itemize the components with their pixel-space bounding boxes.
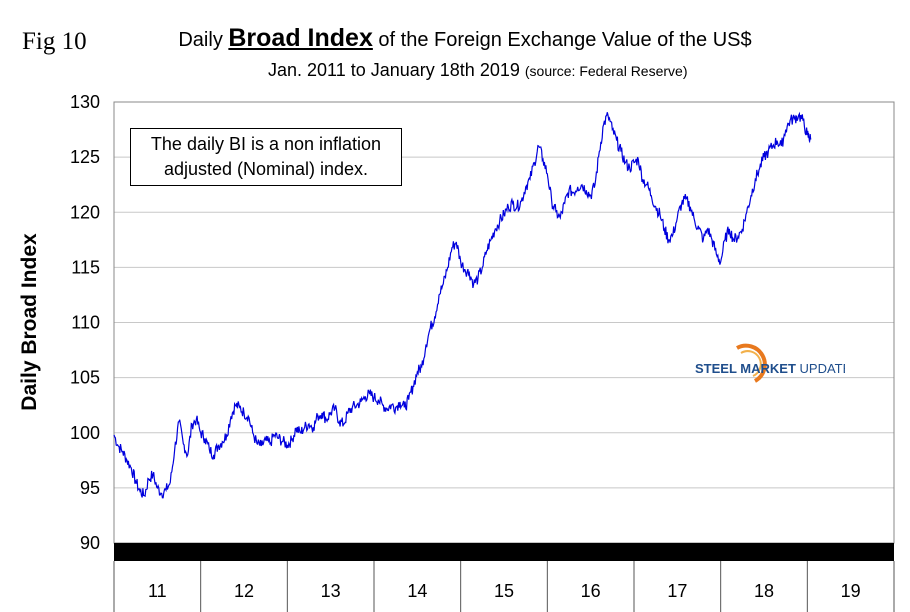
title-emphasis: Broad Index: [228, 24, 373, 52]
x-tick-label-13: 13: [321, 581, 341, 601]
annotation-line-2: adjusted (Nominal) index.: [163, 159, 369, 179]
y-tick-label-125: 125: [70, 147, 100, 167]
chart-title: Daily Broad Index of the Foreign Exchang…: [0, 24, 910, 53]
y-tick-label-100: 100: [70, 423, 100, 443]
title-suffix: of the Foreign Exchange Value of the US$: [372, 29, 752, 51]
x-tick-label-17: 17: [667, 581, 687, 601]
logo-word-steel: STEEL: [695, 361, 737, 376]
y-tick-label-90: 90: [80, 533, 100, 553]
x-tick-label-12: 12: [234, 581, 254, 601]
logo-swoosh-inner-icon: [740, 350, 762, 377]
x-tick-label-11: 11: [148, 581, 167, 601]
y-tick-labels: 90 95 100 105 110 115 120 125 130: [70, 92, 100, 553]
logo-swoosh-icon: [736, 343, 767, 383]
x-tick-labels: 11 12 13 14 15 16 17 18 19: [113, 561, 895, 612]
series-line: [113, 111, 812, 499]
x-tick-label-15: 15: [494, 581, 514, 601]
figure-label: Fig 10: [22, 28, 87, 55]
steel-market-update-logo: STEEL MARKET UPDATE: [695, 343, 845, 383]
x-tick-label-19: 19: [841, 581, 861, 601]
x-tick-label-18: 18: [754, 581, 774, 601]
logo-word-update: UPDATE: [800, 361, 845, 376]
y-tick-label-95: 95: [80, 478, 100, 498]
x-tick-label-16: 16: [581, 581, 601, 601]
annotation-box: The daily BI is a non inflation adjusted…: [130, 128, 402, 186]
y-tick-label-105: 105: [70, 368, 100, 388]
y-tick-label-110: 110: [71, 313, 100, 333]
title-prefix: Daily: [178, 29, 229, 51]
axis-base-bar: [114, 543, 894, 561]
subtitle-source: (source: Federal Reserve): [524, 63, 688, 79]
y-tick-label-115: 115: [71, 257, 100, 277]
y-tick-label-130: 130: [70, 92, 100, 112]
y-tick-label-120: 120: [70, 202, 100, 222]
logo-word-market: MARKET: [740, 361, 796, 376]
svg-text:STEEL MARKET UPDATE: STEEL MARKET UPDATE: [695, 361, 845, 376]
subtitle-main: Jan. 2011 to January 18th 2019: [268, 60, 525, 80]
chart-subtitle: Jan. 2011 to January 18th 2019 (source: …: [268, 60, 688, 81]
annotation-line-1: The daily BI is a non inflation: [150, 134, 382, 154]
x-tick-label-14: 14: [407, 581, 427, 601]
